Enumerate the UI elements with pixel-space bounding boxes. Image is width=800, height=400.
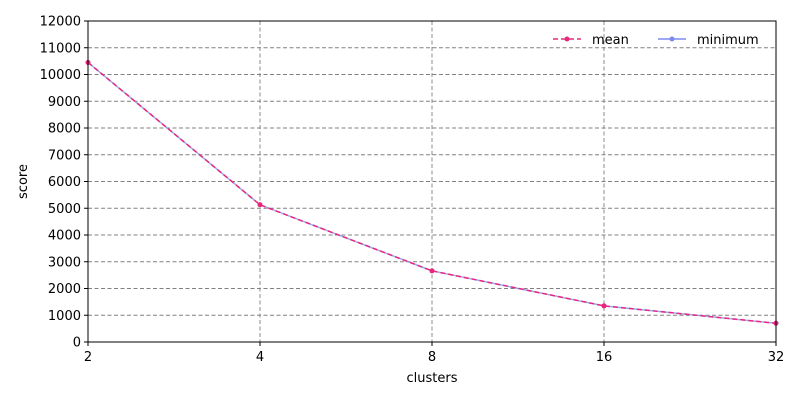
series-layer: [85, 59, 779, 326]
x-tick-label: 32: [768, 350, 785, 365]
x-tick-label: 16: [596, 350, 613, 365]
y-axis-label: score: [16, 164, 31, 199]
y-tick-label: 5000: [48, 202, 81, 217]
y-tick-label: 3000: [48, 255, 81, 270]
legend-label: mean: [592, 33, 629, 48]
legend-marker: [669, 36, 675, 42]
y-tick-label: 9000: [48, 95, 81, 110]
legend-item-minimum: minimum: [658, 33, 759, 48]
y-tick-label: 8000: [48, 122, 81, 137]
x-tick-label: 4: [256, 350, 264, 365]
legend-marker: [564, 36, 570, 42]
data-point-mean: [257, 202, 263, 208]
x-axis-ticks: 2 4 8 16 32: [84, 342, 784, 365]
data-point-mean: [601, 303, 607, 309]
legend: mean minimum: [553, 33, 759, 48]
x-tick-label: 8: [428, 350, 436, 365]
y-tick-label: 7000: [48, 148, 81, 163]
x-axis-label: clusters: [407, 371, 458, 386]
x-tick-label: 2: [84, 350, 92, 365]
y-tick-label: 10000: [40, 68, 81, 83]
data-point-mean: [429, 268, 435, 274]
y-tick-label: 2000: [48, 282, 81, 297]
y-tick-label: 12000: [40, 15, 81, 30]
y-tick-label: 11000: [40, 41, 81, 56]
y-axis-ticks: 0 1000 2000 3000 4000 5000 6000 7000 8000 9000 100…: [40, 15, 88, 351]
grid: [88, 21, 776, 342]
y-tick-label: 0: [73, 336, 81, 351]
legend-label: minimum: [697, 33, 759, 48]
legend-item-mean: mean: [553, 33, 629, 48]
series-line-mean: [87, 61, 777, 325]
y-tick-label: 1000: [48, 309, 81, 324]
y-tick-label: 4000: [48, 229, 81, 244]
y-tick-label: 6000: [48, 175, 81, 190]
